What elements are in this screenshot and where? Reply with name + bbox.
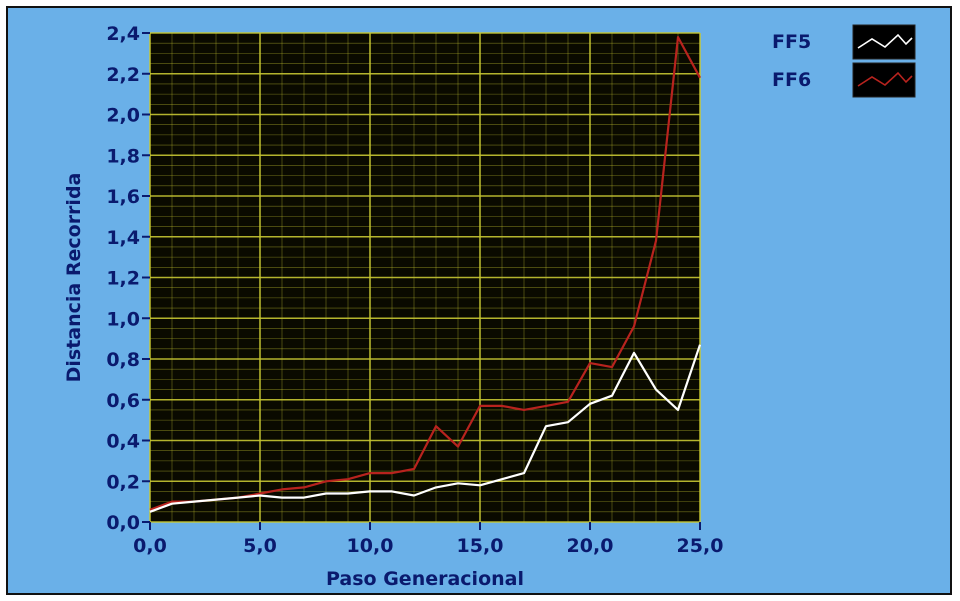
y-tick-label: 2,4 [106,23,140,45]
legend-label-ff5: FF5 [772,31,811,53]
series-line-ff5 [149,344,702,513]
y-tick-label: 1,6 [106,186,140,208]
grid [149,32,701,523]
y-tick-label: 0,2 [106,471,140,493]
y-axis-title: Distancia Recorrida [63,173,85,383]
x-tick-label: 25,0 [677,535,724,557]
x-tick-label: 20,0 [567,535,614,557]
y-tick-label: 0,0 [106,512,140,534]
x-tick-label: 10,0 [347,535,394,557]
x-tick-label: 0,0 [133,535,167,557]
y-tick-label: 2,0 [106,105,140,127]
legend-sample-ff6 [857,71,913,87]
legend-sample-ff5 [857,33,913,49]
legend-swatch-ff6 [852,62,916,98]
y-tick-label: 1,0 [106,308,140,330]
y-tick-label: 0,8 [106,349,140,371]
y-tick-label: 1,8 [106,145,140,167]
y-tick-label: 2,2 [106,64,140,86]
x-tick-label: 15,0 [457,535,504,557]
y-tick-label: 1,2 [106,268,140,290]
series-lines [149,36,702,513]
legend-label-ff6: FF6 [772,69,811,91]
y-tick-label: 0,6 [106,390,140,412]
y-tick-label: 1,4 [106,227,140,249]
legend: FF5 FF6 [772,24,916,98]
y-tick-label: 0,4 [106,431,140,453]
axis-ticks: 0,0 0,2 0,4 0,6 0,8 1,0 1,2 1,4 1,6 1,8 2,0 2,2 2,4 0… [106,23,723,557]
x-tick-label: 5,0 [243,535,277,557]
x-axis-title: Paso Generacional [326,568,524,590]
legend-swatch-ff5 [852,24,916,60]
